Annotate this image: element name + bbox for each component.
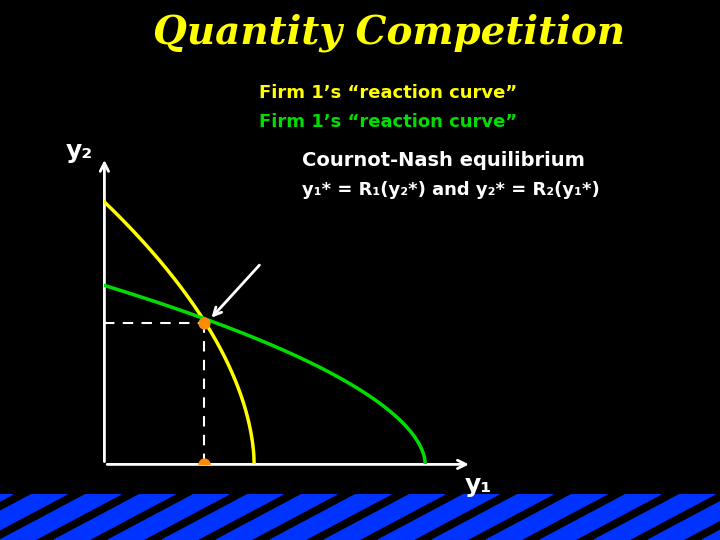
Text: Firm 1’s “reaction curve”: Firm 1’s “reaction curve” — [259, 84, 518, 102]
Text: Firm 1’s “reaction curve”: Firm 1’s “reaction curve” — [259, 113, 518, 131]
Text: Quantity Competition: Quantity Competition — [153, 14, 625, 52]
Text: y₁: y₁ — [465, 473, 492, 497]
Text: y₁* = R₁(y₂*) and y₂* = R₂(y₁*): y₁* = R₁(y₂*) and y₂* = R₂(y₁*) — [302, 181, 600, 199]
Polygon shape — [54, 494, 175, 540]
Polygon shape — [324, 494, 445, 540]
Polygon shape — [648, 494, 720, 540]
Polygon shape — [378, 494, 499, 540]
Point — [199, 460, 210, 469]
Polygon shape — [270, 494, 391, 540]
Polygon shape — [0, 494, 67, 540]
Polygon shape — [594, 494, 715, 540]
Polygon shape — [540, 494, 661, 540]
Text: Cournot-Nash equilibrium: Cournot-Nash equilibrium — [302, 151, 585, 170]
Polygon shape — [432, 494, 553, 540]
Point — [199, 319, 210, 327]
Polygon shape — [486, 494, 607, 540]
Text: y₂: y₂ — [66, 139, 93, 163]
Polygon shape — [702, 494, 720, 540]
Polygon shape — [162, 494, 283, 540]
Polygon shape — [108, 494, 229, 540]
Polygon shape — [0, 494, 121, 540]
Polygon shape — [216, 494, 337, 540]
Polygon shape — [0, 494, 13, 540]
